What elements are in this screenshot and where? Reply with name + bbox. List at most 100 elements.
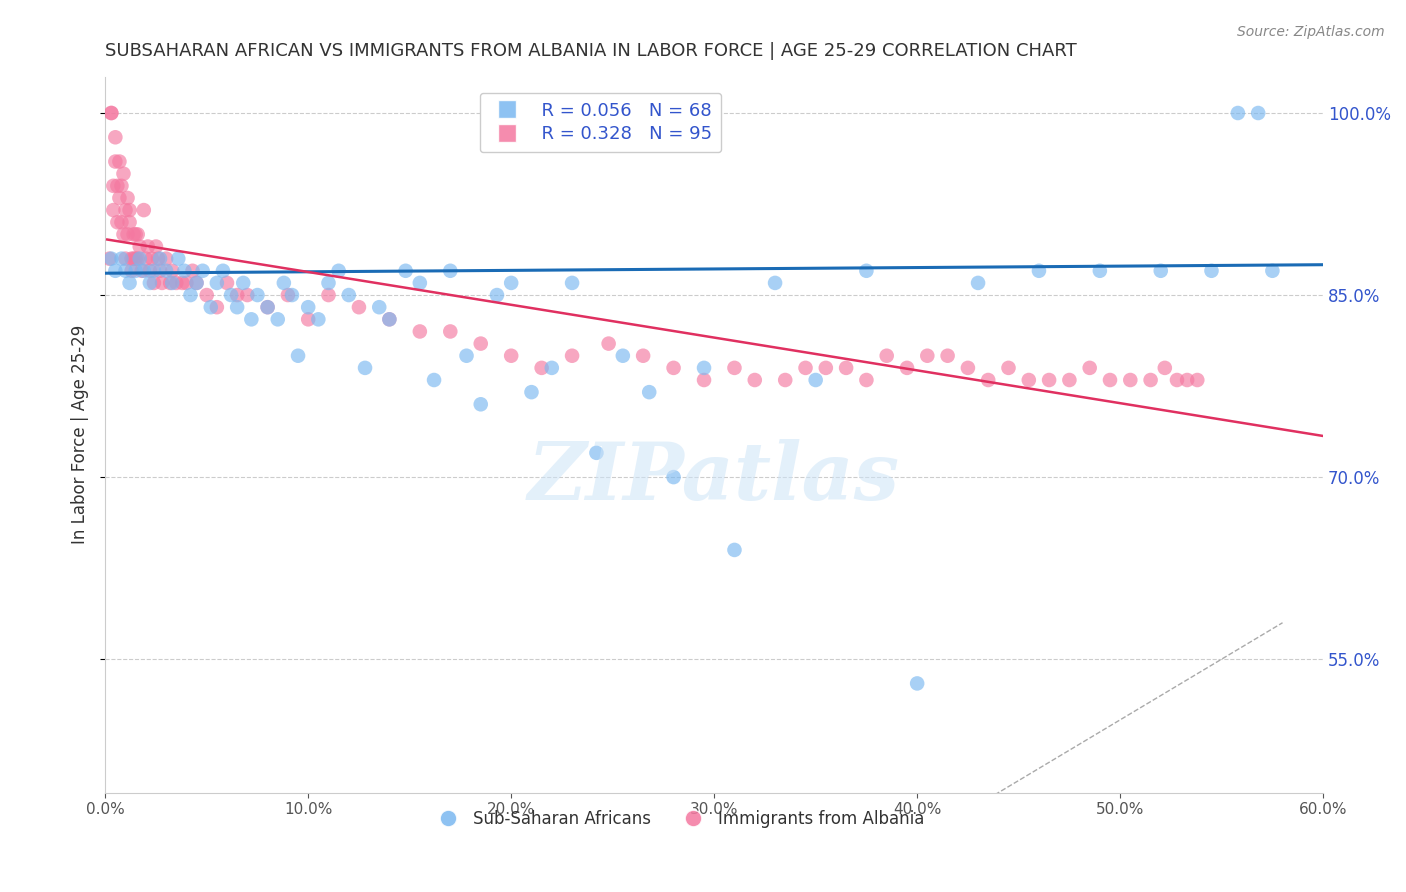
Point bbox=[127, 252, 149, 266]
Point bbox=[105, 178, 128, 193]
Point bbox=[100, 252, 122, 266]
Point bbox=[100, 106, 122, 120]
Point bbox=[118, 215, 141, 229]
Point bbox=[186, 276, 208, 290]
Point bbox=[1018, 373, 1040, 387]
Point bbox=[236, 288, 259, 302]
Point bbox=[173, 264, 195, 278]
Point bbox=[117, 227, 139, 242]
Point bbox=[172, 276, 194, 290]
Point bbox=[150, 276, 173, 290]
Point bbox=[723, 543, 745, 558]
Point bbox=[744, 373, 766, 387]
Point bbox=[855, 264, 877, 278]
Point bbox=[181, 264, 204, 278]
Point bbox=[110, 178, 132, 193]
Point bbox=[124, 264, 146, 278]
Point bbox=[1150, 264, 1173, 278]
Point bbox=[141, 252, 163, 266]
Point bbox=[167, 252, 190, 266]
Point bbox=[149, 264, 172, 278]
Point bbox=[127, 227, 149, 242]
Point bbox=[219, 288, 242, 302]
Point bbox=[612, 349, 634, 363]
Point bbox=[1226, 106, 1249, 120]
Point bbox=[501, 276, 523, 290]
Point bbox=[794, 360, 817, 375]
Point bbox=[142, 264, 165, 278]
Point bbox=[297, 300, 319, 314]
Point bbox=[1175, 373, 1198, 387]
Point bbox=[328, 264, 350, 278]
Point bbox=[977, 373, 1000, 387]
Point bbox=[1139, 373, 1161, 387]
Point bbox=[378, 312, 401, 326]
Point bbox=[439, 264, 461, 278]
Point bbox=[165, 276, 187, 290]
Point bbox=[186, 276, 208, 290]
Point bbox=[1059, 373, 1081, 387]
Point bbox=[139, 264, 162, 278]
Point bbox=[1247, 106, 1270, 120]
Point bbox=[121, 252, 143, 266]
Point bbox=[104, 154, 127, 169]
Legend: Sub-Saharan Africans, Immigrants from Albania: Sub-Saharan Africans, Immigrants from Al… bbox=[425, 803, 931, 834]
Point bbox=[226, 300, 249, 314]
Point bbox=[662, 360, 685, 375]
Point bbox=[1119, 373, 1142, 387]
Point bbox=[631, 349, 654, 363]
Point bbox=[112, 227, 135, 242]
Point bbox=[763, 276, 786, 290]
Point bbox=[723, 360, 745, 375]
Point bbox=[98, 252, 121, 266]
Point bbox=[409, 325, 432, 339]
Point bbox=[470, 397, 492, 411]
Point bbox=[905, 676, 928, 690]
Point bbox=[160, 264, 183, 278]
Point bbox=[215, 276, 238, 290]
Point bbox=[146, 252, 169, 266]
Point bbox=[110, 215, 132, 229]
Point bbox=[108, 191, 131, 205]
Point bbox=[520, 385, 543, 400]
Point bbox=[423, 373, 446, 387]
Point bbox=[354, 360, 377, 375]
Point bbox=[124, 227, 146, 242]
Point bbox=[205, 300, 228, 314]
Point bbox=[135, 252, 157, 266]
Point bbox=[485, 288, 508, 302]
Point bbox=[155, 264, 177, 278]
Point bbox=[876, 349, 898, 363]
Point bbox=[318, 276, 340, 290]
Point bbox=[638, 385, 661, 400]
Point bbox=[246, 288, 269, 302]
Point bbox=[132, 203, 155, 218]
Point bbox=[1038, 373, 1060, 387]
Point bbox=[281, 288, 304, 302]
Point bbox=[409, 276, 432, 290]
Point bbox=[195, 288, 218, 302]
Point bbox=[122, 252, 145, 266]
Point bbox=[540, 360, 562, 375]
Point bbox=[561, 349, 583, 363]
Point bbox=[835, 360, 858, 375]
Point bbox=[967, 276, 990, 290]
Point bbox=[368, 300, 391, 314]
Point bbox=[200, 300, 222, 314]
Point bbox=[855, 373, 877, 387]
Point bbox=[160, 276, 183, 290]
Point bbox=[118, 203, 141, 218]
Point bbox=[118, 276, 141, 290]
Point bbox=[159, 276, 181, 290]
Point bbox=[693, 373, 716, 387]
Point bbox=[256, 300, 278, 314]
Point bbox=[114, 203, 136, 218]
Point bbox=[693, 360, 716, 375]
Point bbox=[814, 360, 837, 375]
Text: Source: ZipAtlas.com: Source: ZipAtlas.com bbox=[1237, 25, 1385, 39]
Point bbox=[585, 446, 607, 460]
Point bbox=[956, 360, 979, 375]
Point bbox=[256, 300, 278, 314]
Point bbox=[114, 264, 136, 278]
Point bbox=[103, 178, 125, 193]
